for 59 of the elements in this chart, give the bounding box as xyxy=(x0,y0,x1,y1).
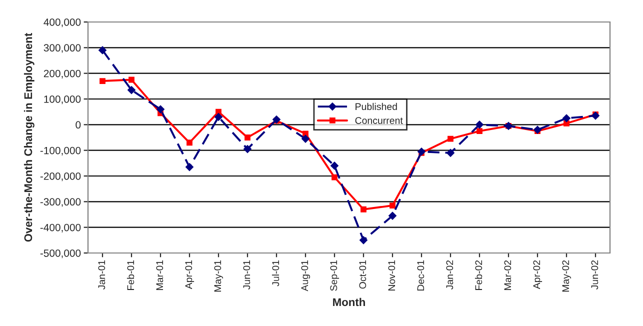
y-tick-label: 0 xyxy=(76,121,81,129)
point xyxy=(564,120,570,126)
x-tick-label: Jan-02 xyxy=(446,260,454,290)
y-tick-label: -400,000 xyxy=(40,224,81,232)
legend-label: Concurrent xyxy=(355,117,403,124)
point xyxy=(186,163,194,171)
x-tick-label: Jul-01 xyxy=(272,260,280,286)
x-tick-label: Nov-01 xyxy=(388,260,396,290)
point xyxy=(302,134,310,143)
y-tick-label: -100,000 xyxy=(40,146,81,156)
point xyxy=(244,134,250,140)
y-tick-label: 300,000 xyxy=(44,44,81,53)
point xyxy=(128,86,136,94)
x-tick-label: Oct-01 xyxy=(359,260,366,289)
x-tick-label: Aug-01 xyxy=(301,260,310,292)
point xyxy=(186,140,192,146)
point xyxy=(216,108,222,115)
x-tick-label: May-01 xyxy=(214,260,224,292)
point xyxy=(592,112,600,120)
x-tick-label: Jan-01 xyxy=(98,260,106,290)
y-tick-label: -200,000 xyxy=(40,172,81,182)
point xyxy=(562,114,570,122)
x-tick-label: Feb-01 xyxy=(126,260,134,290)
point xyxy=(390,202,396,208)
x-tick-label: Feb-02 xyxy=(474,260,482,290)
y-tick-label: -300,000 xyxy=(40,198,81,207)
y-tick-label: -500,000 xyxy=(40,250,81,258)
x-tick-label: Jun-01 xyxy=(243,260,250,290)
point xyxy=(448,136,454,142)
point xyxy=(302,130,308,137)
x-axis-title: Month xyxy=(333,298,365,306)
point xyxy=(156,105,164,114)
point xyxy=(476,128,482,134)
point xyxy=(446,148,454,157)
x-tick-label: Mar-01 xyxy=(156,260,164,290)
point xyxy=(360,206,366,212)
point xyxy=(360,236,368,244)
point xyxy=(128,76,134,83)
x-tick-label: Sep-01 xyxy=(330,260,340,291)
legend-label: Published xyxy=(356,102,397,110)
point xyxy=(98,46,106,54)
x-tick-label: Apr-02 xyxy=(533,260,542,290)
point xyxy=(388,212,396,220)
point xyxy=(332,174,338,180)
point xyxy=(330,162,338,170)
point xyxy=(214,113,222,121)
x-tick-label: May-02 xyxy=(562,260,572,292)
x-tick-label: Jun-02 xyxy=(591,260,598,290)
point xyxy=(534,126,542,134)
point xyxy=(100,78,106,84)
x-tick-label: Apr-01 xyxy=(185,260,194,290)
y-tick-label: 100,000 xyxy=(44,96,81,104)
point xyxy=(476,120,484,129)
y-tick-label: 200,000 xyxy=(44,70,81,78)
y-tick-label: 400,000 xyxy=(44,18,81,28)
x-tick-label: Dec-01 xyxy=(417,260,424,290)
y-axis-title: Over-the-Month Change in Employment xyxy=(24,32,34,242)
point xyxy=(244,145,252,154)
x-tick-label: Mar-02 xyxy=(504,260,512,290)
